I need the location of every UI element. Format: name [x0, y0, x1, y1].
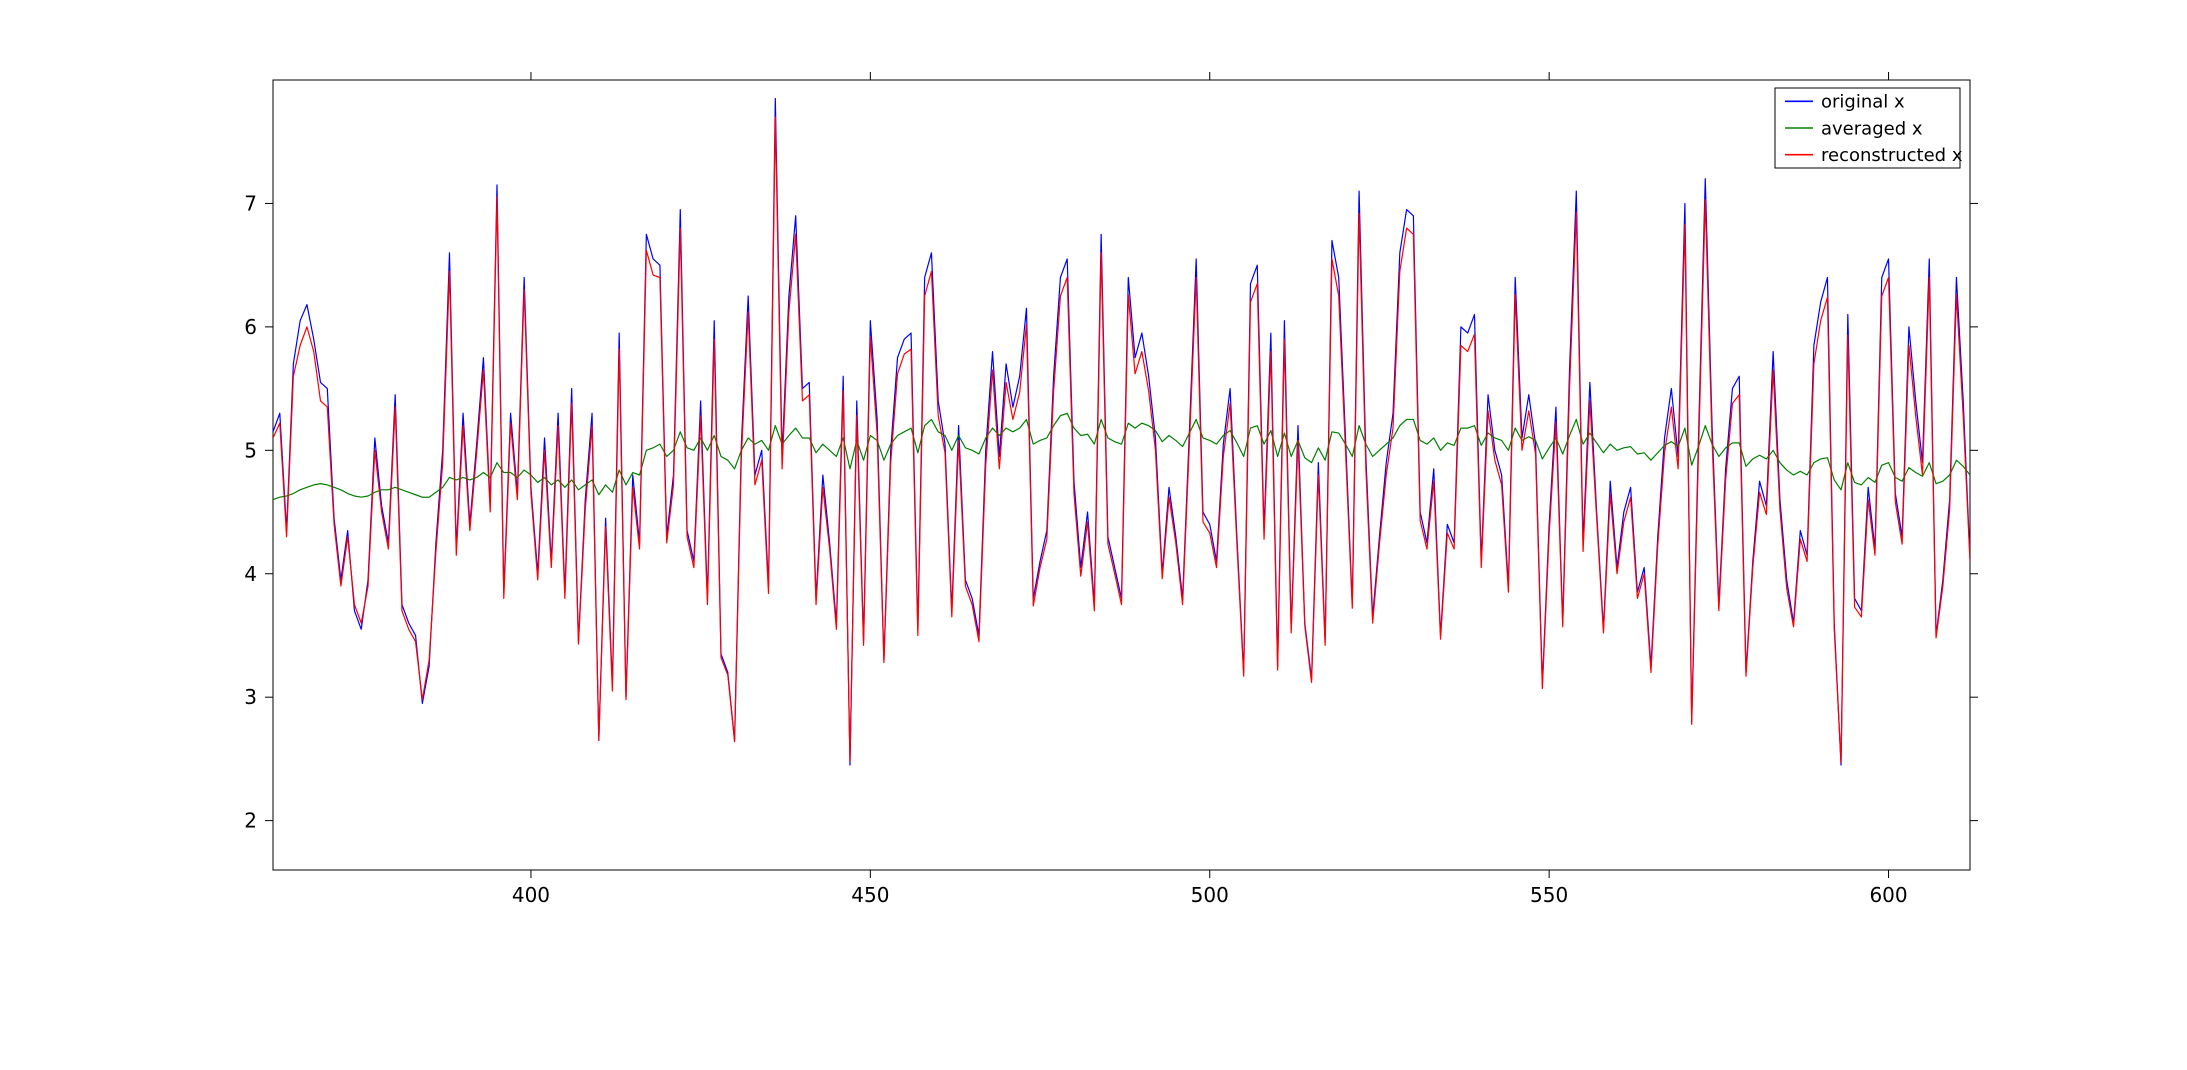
line-chart: 400 450 500 550 600 2 3 4 5 6 7 original x averaged … — [0, 0, 2187, 1070]
svg-text:3: 3 — [244, 685, 257, 709]
svg-text:500: 500 — [1191, 883, 1229, 907]
svg-text:4: 4 — [244, 562, 257, 586]
svg-text:6: 6 — [244, 315, 257, 339]
svg-text:reconstructed x: reconstructed x — [1821, 145, 1963, 166]
chart-svg: 400 450 500 550 600 2 3 4 5 6 7 original x averaged … — [0, 0, 2187, 1070]
svg-text:original x: original x — [1821, 92, 1905, 113]
svg-text:400: 400 — [512, 883, 550, 907]
svg-text:600: 600 — [1869, 883, 1907, 907]
svg-text:550: 550 — [1530, 883, 1568, 907]
svg-text:2: 2 — [244, 809, 257, 833]
svg-text:450: 450 — [851, 883, 889, 907]
svg-text:7: 7 — [244, 191, 257, 215]
svg-text:averaged x: averaged x — [1821, 118, 1923, 139]
svg-text:5: 5 — [244, 438, 257, 462]
